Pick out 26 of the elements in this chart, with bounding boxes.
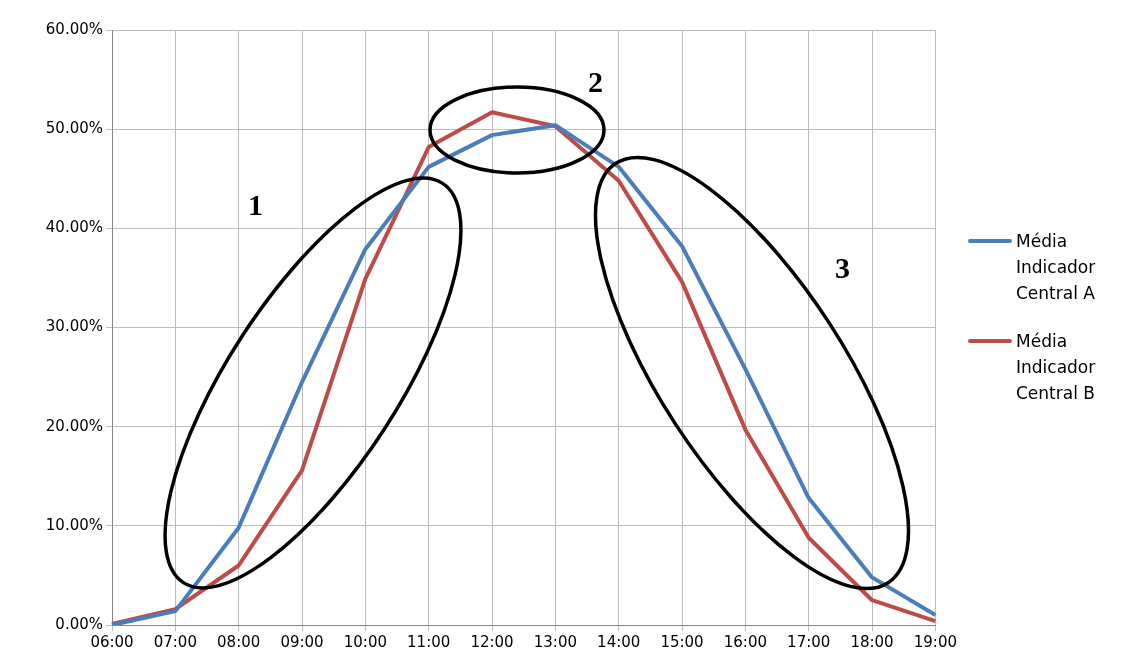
x-tick-label: 09:00	[280, 632, 324, 651]
x-tick-label: 15:00	[660, 632, 704, 651]
y-tick-label: 60.00%	[45, 19, 103, 38]
x-tick-label: 08:00	[217, 632, 261, 651]
x-tick-label: 19:00	[913, 632, 957, 651]
x-tick-label: 11:00	[407, 632, 451, 651]
annotation: 1	[248, 188, 263, 221]
y-tick-label: 30.00%	[45, 317, 103, 336]
legend-label: Média Indicador Central A	[1016, 230, 1097, 305]
x-tick-label: 13:00	[533, 632, 577, 651]
x-tick-label: 16:00	[723, 632, 767, 651]
x-tick-label: 12:00	[470, 632, 514, 651]
x-tick-label: 17:00	[787, 632, 831, 651]
x-tick-label: 18:00	[850, 632, 894, 651]
y-tick-label: 0.00%	[55, 614, 103, 633]
x-tick-label: 10:00	[343, 632, 387, 651]
y-tick-label: 50.00%	[45, 119, 103, 138]
legend-label: Média Indicador Central B	[1016, 330, 1097, 405]
y-tick-label: 40.00%	[45, 218, 103, 237]
x-tick-label: 07:00	[153, 632, 197, 651]
y-tick-label: 10.00%	[45, 515, 103, 534]
x-tick-label: 06:00	[90, 632, 134, 651]
annotation: 2	[588, 65, 603, 98]
annotation: 3	[835, 251, 850, 284]
x-tick-label: 14:00	[597, 632, 641, 651]
y-tick-label: 20.00%	[45, 416, 103, 435]
